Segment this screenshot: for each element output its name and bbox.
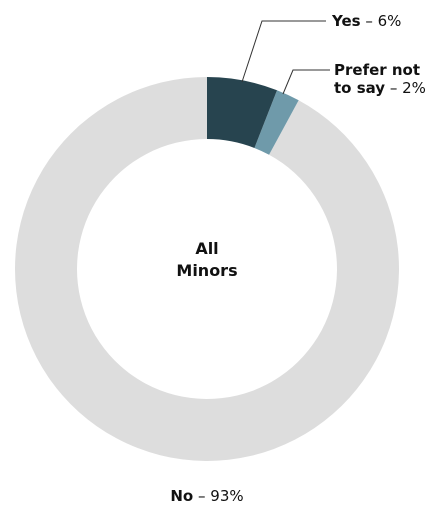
label-value: – 6% [365,12,402,30]
label-name: Yes [332,12,361,30]
leader-line [282,69,330,95]
slice-label: No – 93% [107,487,307,505]
label-name: No [170,487,194,505]
donut-slice [254,90,299,155]
donut-slice [15,77,400,462]
label-value: – 93% [198,487,244,505]
label-name: Prefer not to say [334,61,421,97]
leader-line [241,20,326,83]
slice-label: Prefer not to say – 2% [334,61,440,97]
center-title: All Minors [176,239,238,280]
label-value: – 2% [389,79,426,97]
slice-label: Yes – 6% [332,12,441,30]
donut-slice [207,77,278,148]
